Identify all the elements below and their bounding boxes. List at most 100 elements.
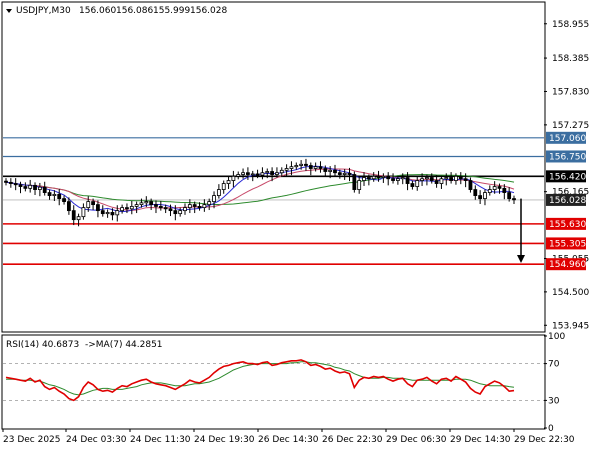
level-badge-blue-text: 157.060 — [549, 134, 586, 144]
bear-candle — [23, 186, 28, 189]
time-tick-label: 24 Dec 11:30 — [130, 435, 191, 445]
price-tick-label: 158.385 — [552, 54, 589, 64]
bull-candle — [400, 177, 405, 180]
time-tick-label: 24 Dec 19:30 — [194, 435, 255, 445]
high-value: 156.086 — [116, 6, 153, 16]
bull-candle — [483, 192, 487, 199]
low-value: 155.999 — [153, 6, 190, 16]
bear-candle — [91, 201, 95, 206]
bull-candle — [241, 172, 245, 175]
bear-candle — [352, 174, 357, 190]
bear-candle — [255, 173, 260, 176]
bear-candle — [323, 168, 328, 172]
time-tick-label: 26 Dec 14:30 — [258, 435, 319, 445]
bull-candle — [139, 202, 144, 206]
bull-candle — [37, 186, 42, 190]
level-badge-red — [546, 217, 586, 230]
bull-candle — [134, 204, 139, 207]
bear-candle — [163, 207, 168, 210]
collapse-triangle-icon[interactable] — [6, 9, 12, 13]
bear-candle — [468, 180, 473, 190]
bull-candle — [216, 189, 221, 196]
rsi-tick-label: 0 — [548, 424, 554, 434]
bear-candle — [47, 192, 52, 196]
level-badge-red-text: 154.960 — [549, 260, 586, 270]
bear-candle — [246, 172, 250, 175]
bull-candle — [260, 172, 265, 176]
bull-candle — [299, 163, 304, 166]
price-tick-label: 156.165 — [552, 188, 589, 198]
bear-candle — [192, 204, 197, 207]
bear-candle — [66, 201, 71, 212]
bull-candle — [444, 177, 449, 180]
bull-candle — [212, 195, 216, 203]
bear-candle — [13, 183, 18, 186]
bull-candle — [86, 201, 91, 209]
bear-candle — [62, 198, 66, 203]
bear-candle — [497, 186, 502, 189]
bull-candle — [487, 189, 492, 193]
bull-candle — [492, 186, 497, 190]
bull-candle — [144, 201, 149, 204]
bull-candle — [371, 175, 376, 180]
rsi-panel-frame — [1, 334, 546, 430]
moving-averages — [5, 165, 515, 213]
bear-candle — [197, 206, 202, 209]
rsi-tick-label: 70 — [548, 360, 560, 370]
bear-candle — [42, 186, 47, 193]
bear-candle — [473, 189, 478, 196]
price-tick-label: 157.275 — [552, 121, 589, 131]
bear-candle — [4, 180, 8, 183]
level-badge-black-text: 156.420 — [549, 172, 586, 182]
bear-candle — [71, 210, 76, 221]
bull-candle — [381, 175, 386, 178]
forecast-arrow — [517, 198, 525, 263]
time-axis: 23 Dec 2025 24 Dec 03:30 24 Dec 11:30 24 De… — [2, 429, 575, 445]
level-badge-blue — [546, 131, 586, 144]
bull-candle — [294, 165, 299, 168]
bear-candle — [478, 195, 483, 199]
rsi-ma-label: ->MA(7) 44.2851 — [85, 340, 163, 350]
candles — [4, 158, 516, 227]
bull-candle — [454, 175, 458, 181]
bull-candle — [28, 184, 33, 189]
bull-candle — [395, 178, 400, 181]
bull-candle — [289, 166, 294, 169]
bear-candle — [376, 175, 381, 178]
bear-candle — [410, 183, 415, 187]
bull-candle — [231, 175, 236, 181]
bull-candle — [415, 180, 420, 187]
ma-slow-line — [5, 173, 515, 205]
rsi-indicator — [3, 359, 544, 402]
bear-candle — [8, 181, 13, 184]
bull-candle — [275, 172, 279, 175]
level-badge-red — [546, 258, 586, 271]
bear-candle — [405, 177, 410, 184]
bull-candle — [425, 177, 429, 180]
bull-candle — [183, 207, 187, 212]
bull-candle — [420, 178, 424, 181]
bear-candle — [434, 180, 439, 184]
level-badge-black — [546, 170, 586, 183]
bull-candle — [226, 180, 231, 184]
bear-candle — [168, 208, 173, 212]
bear-candle — [458, 175, 463, 180]
bull-candle — [279, 169, 284, 174]
bear-candle — [308, 165, 313, 169]
level-badge-red — [546, 237, 586, 250]
bear-candle — [318, 166, 323, 169]
level-badge-red-text: 155.630 — [549, 220, 586, 230]
price-tick-label: 153.945 — [552, 321, 589, 331]
bull-candle — [342, 172, 347, 175]
rsi-tick-label: 100 — [548, 332, 565, 342]
price-tick-label: 157.830 — [552, 87, 589, 97]
current-price-badge-text: 156.028 — [549, 196, 586, 206]
bear-candle — [173, 210, 178, 215]
bull-candle — [178, 210, 183, 215]
level-badge-red-text: 155.305 — [549, 239, 586, 249]
bull-candle — [115, 210, 120, 216]
level-badge-blue-text: 156.750 — [549, 152, 586, 162]
bear-candle — [347, 172, 352, 175]
bull-candle — [76, 216, 81, 221]
